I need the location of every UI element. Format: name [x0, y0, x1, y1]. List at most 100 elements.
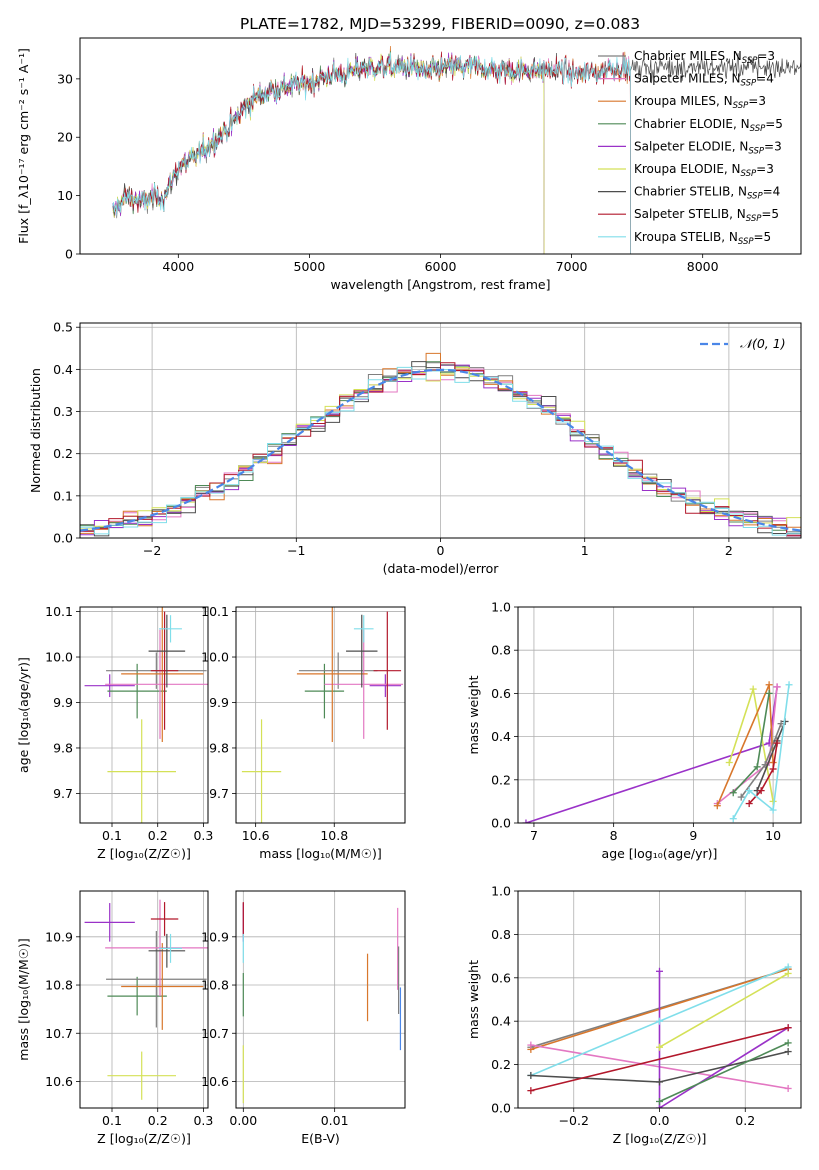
- x-tick-label: 0.2: [735, 1113, 755, 1128]
- weight-marker: [656, 1097, 663, 1105]
- errorbar-point: [148, 614, 186, 688]
- x-tick-label: −2: [143, 543, 161, 558]
- x-tick-label: 9: [689, 828, 697, 843]
- x-axis-label: Z [log₁₀(Z/Z☉)]: [97, 846, 191, 861]
- y-tick-label: 0.0: [53, 531, 73, 546]
- x-tick-label: 4000: [162, 259, 194, 274]
- weight-marker: [773, 739, 781, 747]
- x-tick-label: 0.3: [193, 828, 213, 843]
- y-tick-label: 0.4: [491, 729, 511, 744]
- y-axis-label: Flux [f_λ10⁻¹⁷ erg cm⁻² s⁻¹ A⁻¹]: [16, 48, 31, 244]
- spectrum-legend: Chabrier MILES, NSSP=3 Salpeter MILES, NS…: [598, 49, 783, 247]
- panel-mass_vs_ebv: 0.00 0.01 10.6 10.7 10.8 10.9 E(B-V): [201, 890, 406, 1146]
- legend-label: Kroupa ELODIE, NSSP=3: [634, 162, 774, 179]
- weight-marker: [656, 1078, 663, 1086]
- weight-marker: [527, 1071, 535, 1079]
- axes-frame: [79, 322, 802, 539]
- axes-frame: [79, 890, 209, 1109]
- plot-area: [80, 607, 208, 823]
- spectrum-line: [112, 52, 631, 254]
- axes-frame: [517, 890, 802, 1109]
- panel-age_vs_mass: 10.6 10.8 9.7 9.8 9.9 10.0 10.1 mass [log₁₀(M/M…: [201, 604, 406, 861]
- y-axis-label: age [log₁₀(age/yr)]: [16, 657, 31, 773]
- x-tick-label: 0.00: [229, 1113, 257, 1128]
- y-tick-label: 10.8: [45, 978, 73, 993]
- plot-content: [241, 607, 404, 823]
- errorbar-point: [304, 663, 345, 719]
- errorbar-point: [107, 719, 176, 823]
- errorbar-point: [107, 663, 167, 719]
- weight-marker: [749, 685, 757, 693]
- errorbar-point: [159, 933, 182, 963]
- weight-marker: [769, 765, 777, 773]
- weight-marker: [522, 819, 530, 823]
- legend-label: Salpeter MILES, NSSP=4: [634, 72, 774, 89]
- y-tick-label: 10.8: [201, 978, 229, 993]
- errorbar-point: [324, 629, 404, 739]
- x-tick-label: 2: [725, 543, 733, 558]
- x-axis-label: age [log₁₀(age/yr)]: [602, 846, 718, 861]
- x-tick-label: 0.2: [148, 1113, 168, 1128]
- axes-frame: [517, 606, 802, 824]
- ticks: −0.2 0.0 0.2 0.0 0.2 0.4 0.6 0.8 1.0: [491, 884, 755, 1129]
- legend-label: Salpeter STELIB, NSSP=5: [634, 207, 779, 224]
- panel-residuals: −2 −1 0 1 2 0.0 0.1 0.2 0.3 0.4 0.5 (data-model)/er…: [28, 320, 802, 576]
- weight-marker: [527, 1041, 535, 1049]
- y-tick-label: 0.8: [491, 927, 511, 942]
- x-tick-label: 0.3: [193, 1113, 213, 1128]
- x-tick-label: 10: [765, 828, 781, 843]
- axes-frame: [235, 606, 406, 824]
- x-tick-label: 8000: [687, 259, 719, 274]
- errorbar-point: [296, 607, 368, 743]
- y-tick-label: 0.2: [491, 1057, 511, 1072]
- panel-age_vs_Z: 0.1 0.2 0.3 9.7 9.8 9.9 10.0 10.1 Z [log₁₀(Z/Z☉)…: [16, 604, 213, 861]
- ticks: 0.00 0.01 10.6 10.7 10.8 10.9: [201, 929, 348, 1128]
- y-tick-label: 9.9: [209, 695, 229, 710]
- errorbar-point: [84, 903, 135, 942]
- x-tick-label: −0.2: [559, 1113, 589, 1128]
- panel-mass_vs_Z: 0.1 0.2 0.3 10.6 10.7 10.8 10.9 Z [log₁₀(Z/Z☉)]…: [16, 890, 213, 1146]
- errorbar-point: [373, 611, 402, 730]
- x-axis-label: mass [log₁₀(M/M☉)]: [259, 846, 381, 861]
- x-tick-label: 0.1: [102, 828, 122, 843]
- legend-label: 𝒩(0, 1): [740, 336, 786, 351]
- weight-marker: [753, 763, 761, 771]
- weight-marker: [765, 689, 773, 697]
- weight-marker: [656, 1043, 663, 1051]
- x-axis-label: Z [log₁₀(Z/Z☉)]: [97, 1131, 191, 1146]
- x-axis-label: (data-model)/error: [383, 561, 500, 576]
- errorbar-point: [107, 976, 167, 1016]
- errorbar-point: [150, 902, 179, 936]
- weight-line: [732, 684, 790, 820]
- ticks: 10.6 10.8 9.7 9.8 9.9 10.0 10.1: [201, 604, 348, 843]
- y-tick-label: 10.6: [201, 1074, 229, 1089]
- y-tick-label: 20: [57, 130, 73, 145]
- legend-label: Kroupa STELIB, NSSP=5: [634, 230, 771, 247]
- weight-marker: [656, 1104, 663, 1108]
- plot-area: [236, 891, 405, 1108]
- plot-content: [242, 902, 402, 1104]
- weight-marker: [656, 967, 663, 975]
- x-tick-label: 0.2: [148, 828, 168, 843]
- errorbar-point: [148, 933, 186, 968]
- y-tick-label: 0.8: [491, 643, 511, 658]
- errorbar-point: [369, 674, 402, 698]
- weight-marker: [784, 963, 792, 971]
- figure-title: PLATE=1782, MJD=53299, FIBERID=0090, z=0…: [240, 15, 640, 33]
- axes-frame: [235, 890, 406, 1109]
- y-tick-label: 0.5: [53, 320, 73, 335]
- y-tick-label: 9.7: [53, 786, 73, 801]
- weight-marker: [785, 681, 793, 689]
- y-tick-label: 0.6: [491, 970, 511, 985]
- x-tick-label: −1: [287, 543, 305, 558]
- y-tick-label: 0: [65, 247, 73, 262]
- plot-content: [112, 45, 801, 254]
- errorbar-point: [106, 931, 207, 1028]
- plot-content: [84, 607, 208, 823]
- grid-lines: [236, 891, 405, 1108]
- x-tick-label: 7000: [556, 259, 588, 274]
- x-tick-label: 10.8: [320, 828, 348, 843]
- legend-label: Chabrier ELODIE, NSSP=5: [634, 117, 783, 134]
- grid-lines: [80, 891, 208, 1108]
- errorbar-point: [150, 611, 179, 730]
